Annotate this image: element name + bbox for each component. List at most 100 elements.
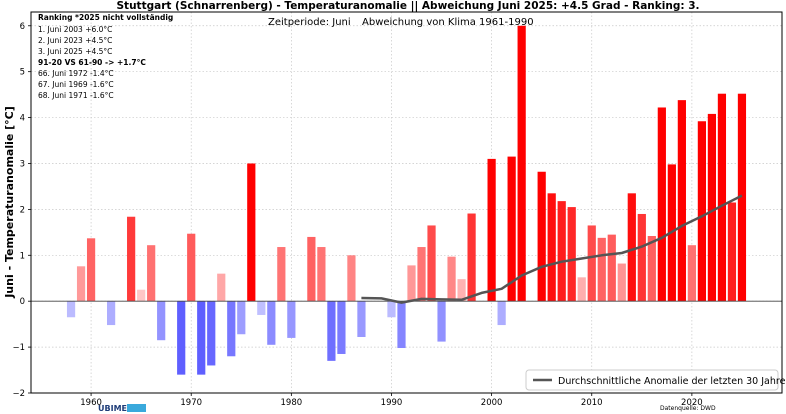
bar-1972 (207, 301, 216, 366)
y-tick-label: −1 (12, 343, 25, 353)
bar-1992 (407, 265, 416, 302)
legend: Durchschnittliche Anomalie der letzten 3… (525, 369, 786, 391)
bar-1976 (247, 163, 256, 302)
bar-2000 (487, 158, 496, 302)
bar-1962 (107, 301, 116, 326)
bar-1979 (277, 247, 286, 302)
bar-2012 (607, 234, 616, 302)
bar-1958 (66, 301, 76, 318)
bar-2020 (687, 245, 696, 302)
bar-1984 (327, 301, 336, 361)
bar-1967 (157, 301, 166, 341)
bar-2024 (727, 202, 737, 302)
bar-2017 (657, 107, 666, 302)
bar-1978 (267, 301, 276, 345)
bar-1964 (127, 216, 136, 302)
plot-frame (30, 11, 783, 394)
bar-1998 (467, 213, 476, 302)
bar-2003 (517, 25, 526, 302)
x-tick-label: 1980 (281, 398, 303, 408)
bar-2008 (567, 207, 576, 302)
y-axis-label: Juni - Temperaturanomalie [°C] (3, 106, 16, 299)
x-tick-label: 1970 (180, 398, 202, 408)
bar-2009 (577, 277, 586, 302)
bar-2010 (587, 225, 596, 302)
ranking-bottom-line: 67. Juni 1969 -1.6°C (38, 80, 114, 89)
bar-2013 (617, 263, 626, 302)
bar-2006 (547, 193, 556, 302)
bar-1969 (177, 301, 186, 375)
bar-1974 (227, 301, 236, 357)
bar-2025 (737, 93, 747, 302)
bar-2021 (697, 121, 706, 302)
bar-1977 (257, 301, 266, 315)
bar-2022 (707, 113, 717, 302)
ubimet-logo: UBIMET (98, 404, 146, 413)
ranking-bottom-line: 68. Juni 1971 -1.6°C (38, 91, 114, 100)
bar-1996 (447, 256, 456, 302)
subtitle-period: Zeitperiode: Juni (268, 17, 351, 28)
bar-1975 (237, 301, 246, 335)
bar-2002 (507, 156, 516, 302)
x-tick-label: 2010 (581, 398, 603, 408)
ranking-line: 3. Juni 2025 +4.5°C (38, 47, 112, 56)
x-ticks: 1960 1970 1980 1990 2000 2010 2020 (80, 393, 703, 408)
y-tick-label: 1 (20, 251, 25, 261)
logo-mark (127, 404, 146, 412)
ranking-line: 1. Juni 2003 +6.0°C (38, 25, 112, 34)
x-tick-label: 2020 (681, 398, 703, 408)
ranking-bottom-line: 66. Juni 1972 -1.4°C (38, 69, 114, 78)
bar-1971 (197, 301, 206, 375)
bar-2001 (497, 301, 506, 326)
ranking-line: 2. Juni 2023 +4.5°C (38, 36, 112, 45)
bar-1960 (86, 238, 96, 302)
bar-2016 (647, 236, 656, 302)
bar-1993 (417, 247, 426, 302)
subtitle-reference: Abweichung von Klima 1961-1990 (362, 17, 534, 28)
y-tick-label: 5 (20, 68, 25, 78)
bar-1973 (217, 273, 226, 302)
bar-1959 (76, 266, 86, 302)
ranking-header: Ranking *2025 nicht vollständig (38, 13, 173, 22)
bar-1980 (287, 301, 296, 338)
y-tick-label: 0 (20, 297, 25, 307)
bar-2005 (537, 171, 546, 302)
bar-1997 (457, 279, 466, 302)
logo-text: UBIMET (98, 404, 133, 413)
moving-average-line (361, 194, 743, 304)
x-tick-label: 1990 (381, 398, 403, 408)
bar-1966 (147, 245, 156, 302)
bar-1990 (387, 301, 396, 318)
bar-1982 (307, 236, 316, 302)
bar-2019 (677, 100, 686, 302)
y-tick-label: 6 (20, 22, 25, 32)
bar-1994 (427, 225, 436, 302)
bar-1965 (137, 289, 146, 302)
x-tick-label: 1960 (80, 398, 102, 408)
ranking-box: Ranking *2025 nicht vollständig 1. Juni … (38, 13, 173, 100)
y-tick-label: 4 (20, 114, 25, 124)
data-source: Datenquelle: DWD (660, 405, 716, 412)
y-ticks: 6 5 4 3 2 1 0 −1 −2 (12, 22, 31, 399)
bar-1985 (337, 301, 346, 354)
bar-2011 (597, 237, 606, 302)
bar-1986 (347, 255, 356, 302)
y-tick-label: 3 (20, 159, 25, 169)
moving-average-group (361, 194, 743, 304)
x-tick-label: 2000 (481, 398, 503, 408)
bar-2007 (557, 201, 566, 302)
bar-2014 (627, 193, 636, 302)
legend-box (525, 369, 779, 391)
bars-group (66, 25, 747, 375)
bar-1991 (397, 301, 406, 349)
bar-2015 (637, 213, 646, 302)
bar-1970 (187, 233, 196, 302)
y-tick-label: 2 (20, 205, 25, 215)
legend-label: Durchschnittliche Anomalie der letzten 3… (558, 376, 786, 387)
bar-2023 (717, 93, 727, 302)
bar-1995 (437, 301, 446, 342)
ranking-comparison: 91-20 VS 61-90 -> +1.7°C (38, 58, 146, 67)
bar-1987 (357, 301, 366, 337)
chart-title: Stuttgart (Schnarrenberg) - Temperaturan… (117, 0, 700, 12)
